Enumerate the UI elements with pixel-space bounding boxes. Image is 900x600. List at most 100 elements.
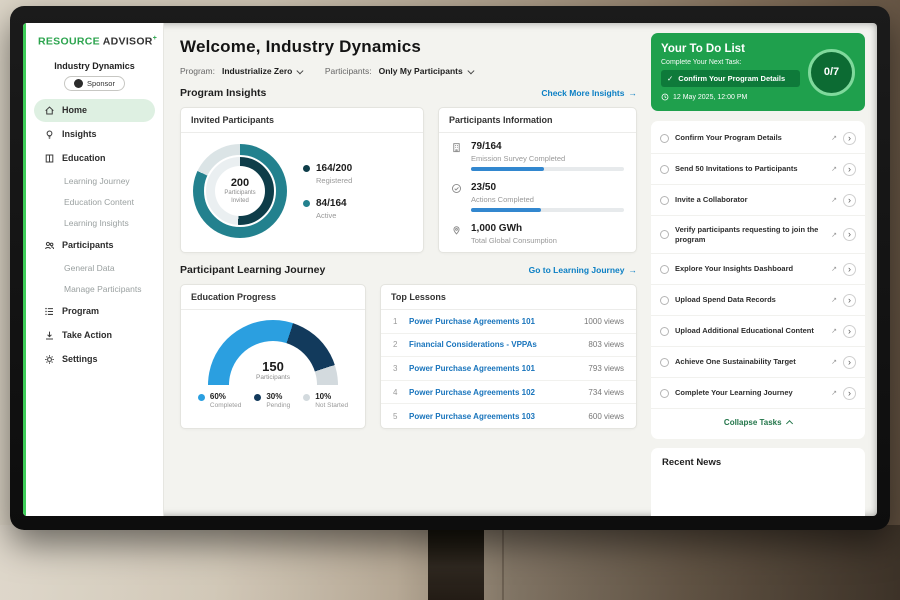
lesson-link[interactable]: Power Purchase Agreements 102 bbox=[409, 387, 535, 397]
lesson-row: 2 Financial Considerations - VPPAs 803 v… bbox=[381, 334, 636, 358]
sidebar-item-manage-participants[interactable]: Manage Participants bbox=[34, 279, 155, 299]
sidebar-item-education-content[interactable]: Education Content bbox=[34, 192, 155, 212]
lesson-rank: 4 bbox=[393, 387, 398, 397]
invited-donut-chart: 200 Participants Invited bbox=[193, 144, 287, 238]
sidebar-item-general-data[interactable]: General Data bbox=[34, 258, 155, 278]
task-row[interactable]: Achieve One Sustainability Target ↗ › bbox=[651, 347, 865, 379]
sidebar-item-home[interactable]: Home bbox=[34, 98, 155, 122]
legend-item: 164/200 Registered bbox=[303, 163, 352, 185]
sidebar-item-education[interactable]: Education bbox=[34, 147, 155, 170]
go-to-learning-journey-link[interactable]: Go to Learning Journey → bbox=[528, 265, 638, 275]
task-chevron-button[interactable]: › bbox=[843, 293, 856, 307]
legend-dot bbox=[197, 394, 205, 401]
task-radio[interactable] bbox=[660, 230, 669, 240]
task-row[interactable]: Upload Spend Data Records ↗ › bbox=[651, 285, 865, 317]
todo-task-list: Confirm Your Program Details ↗ › Send 50… bbox=[651, 121, 865, 440]
task-row[interactable]: Explore Your Insights Dashboard ↗ › bbox=[651, 254, 865, 286]
sidebar: RESOURCE ADVISOR+ Industry Dynamics Spon… bbox=[23, 23, 164, 516]
monitor-stand bbox=[428, 526, 484, 600]
sidebar-item-participants[interactable]: Participants bbox=[34, 234, 155, 257]
task-row[interactable]: Complete Your Learning Journey ↗ › bbox=[651, 378, 865, 410]
gauge-legend: 60% Completed 30% Pending bbox=[197, 392, 348, 409]
legend-value: 164/200 bbox=[316, 162, 353, 174]
sponsor-badge-label: Sponsor bbox=[87, 78, 115, 88]
task-row[interactable]: Invite a Collaborator ↗ › bbox=[651, 185, 865, 216]
sidebar-item-learning-journey[interactable]: Learning Journey bbox=[34, 171, 155, 191]
todo-subtitle: Complete Your Next Task: bbox=[661, 59, 742, 66]
task-radio[interactable] bbox=[660, 388, 669, 398]
chevron-up-icon bbox=[785, 420, 793, 427]
stat-label: Actions Completed bbox=[471, 195, 534, 204]
task-chevron-button[interactable]: › bbox=[843, 324, 856, 338]
task-radio[interactable] bbox=[660, 264, 669, 274]
recent-news-section: Recent News bbox=[651, 448, 865, 516]
program-insights-header: Program Insights Check More Insights → bbox=[180, 87, 637, 99]
lesson-rank: 3 bbox=[393, 363, 398, 373]
participants-select-value: Only My Participants bbox=[378, 66, 463, 76]
task-row[interactable]: Confirm Your Program Details ↗ › bbox=[651, 123, 865, 154]
wall-corner bbox=[502, 528, 504, 600]
participants-select[interactable]: Only My Participants bbox=[378, 66, 474, 76]
chevron-down-icon bbox=[467, 67, 474, 74]
sidebar-item-insights[interactable]: Insights bbox=[34, 123, 155, 146]
gauge-center: 150 Participants bbox=[256, 359, 290, 381]
task-chevron-button[interactable]: › bbox=[843, 262, 856, 276]
external-link-icon: ↗ bbox=[831, 328, 837, 336]
sidebar-item-label: Education bbox=[62, 153, 106, 163]
todo-next-task[interactable]: ✓ Confirm Your Program Details bbox=[661, 70, 800, 87]
task-radio[interactable] bbox=[660, 133, 669, 143]
task-radio[interactable] bbox=[660, 195, 669, 205]
todo-progress-count: 0/7 bbox=[823, 66, 840, 78]
task-row[interactable]: Upload Additional Educational Content ↗ … bbox=[651, 316, 865, 348]
sidebar-item-label: General Data bbox=[64, 262, 115, 273]
lesson-row: 1 Power Purchase Agreements 101 1000 vie… bbox=[381, 310, 636, 334]
org-name: Industry Dynamics bbox=[54, 60, 135, 71]
donut-legend: 164/200 Registered 84/164 Active bbox=[303, 163, 352, 220]
task-chevron-button[interactable]: › bbox=[843, 131, 856, 145]
lesson-views: 803 views bbox=[588, 340, 624, 350]
task-chevron-button[interactable]: › bbox=[843, 386, 856, 400]
stat-value: 1,000 GWh bbox=[471, 223, 523, 234]
task-chevron-button[interactable]: › bbox=[843, 162, 856, 176]
task-radio[interactable] bbox=[660, 164, 669, 174]
sidebar-item-program[interactable]: Program bbox=[34, 300, 155, 323]
sponsor-avatar-icon bbox=[74, 78, 84, 88]
task-chevron-button[interactable]: › bbox=[843, 193, 856, 207]
lesson-row: 5 Power Purchase Agreements 103 600 view… bbox=[381, 404, 636, 428]
donut-center: 200 Participants Invited bbox=[193, 144, 287, 238]
sidebar-item-settings[interactable]: Settings bbox=[34, 348, 155, 371]
program-select[interactable]: Industrialize Zero bbox=[222, 66, 304, 76]
learning-journey-header: Participant Learning Journey Go to Learn… bbox=[180, 264, 637, 276]
sponsor-badge[interactable]: Sponsor bbox=[64, 75, 125, 91]
sidebar-item-learning-insights[interactable]: Learning Insights bbox=[34, 213, 155, 233]
external-link-icon: ↗ bbox=[831, 135, 837, 142]
lesson-views: 793 views bbox=[588, 363, 624, 373]
task-row[interactable]: Send 50 Invitations to Participants ↗ › bbox=[651, 154, 865, 185]
check-more-insights-link[interactable]: Check More Insights → bbox=[541, 88, 637, 98]
book-icon bbox=[44, 153, 55, 164]
list-icon bbox=[44, 306, 55, 317]
task-radio[interactable] bbox=[660, 326, 669, 336]
task-radio[interactable] bbox=[660, 295, 669, 305]
arrow-right-icon: → bbox=[628, 265, 638, 275]
sidebar-item-label: Home bbox=[62, 105, 88, 115]
recent-news-title: Recent News bbox=[662, 457, 722, 469]
lesson-link[interactable]: Power Purchase Agreements 103 bbox=[409, 411, 535, 421]
page-title: Welcome, Industry Dynamics bbox=[180, 37, 422, 56]
task-chevron-button[interactable]: › bbox=[843, 228, 856, 242]
lesson-link[interactable]: Power Purchase Agreements 101 bbox=[409, 316, 535, 326]
collapse-tasks-link[interactable]: Collapse Tasks bbox=[651, 409, 865, 437]
todo-due-date: 12 May 2025, 12:00 PM bbox=[661, 93, 800, 101]
task-row[interactable]: Verify participants requesting to join t… bbox=[651, 216, 865, 255]
legend-item: 30% Pending bbox=[254, 392, 290, 409]
task-radio[interactable] bbox=[660, 357, 669, 367]
lesson-link[interactable]: Financial Considerations - VPPAs bbox=[409, 340, 537, 350]
task-chevron-button[interactable]: › bbox=[843, 355, 856, 369]
lesson-link[interactable]: Power Purchase Agreements 101 bbox=[409, 363, 535, 373]
sidebar-item-take-action[interactable]: Take Action bbox=[34, 324, 155, 347]
card-title: Top Lessons bbox=[381, 285, 636, 310]
legend-label: Active bbox=[316, 210, 337, 220]
sidebar-item-label: Insights bbox=[62, 129, 97, 139]
todo-summary-card: Your To Do List Complete Your Next Task:… bbox=[651, 33, 865, 111]
sidebar-nav: Home Insights Education Learning Journey bbox=[26, 98, 163, 371]
